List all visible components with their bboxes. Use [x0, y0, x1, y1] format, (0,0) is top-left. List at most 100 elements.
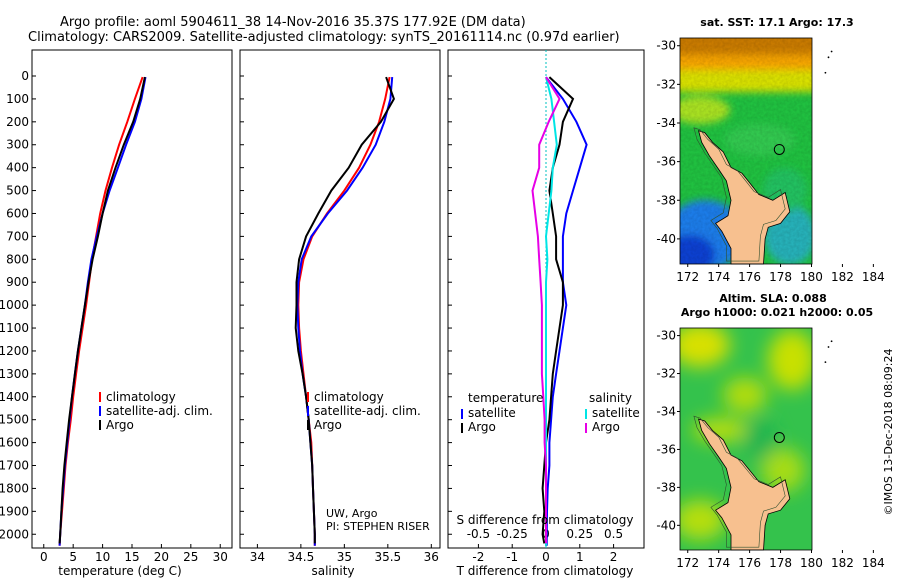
sla-map-title-line2: Argo h1000: 0.021 h2000: 0.05 [681, 306, 873, 319]
x-tick-label: 25 [183, 550, 198, 564]
kermadec-island [830, 50, 833, 53]
x-tick-label: -1 [506, 550, 518, 564]
float-location-marker [773, 143, 785, 155]
x-tick-label: 20 [154, 550, 169, 564]
map-lon-tick-label: 182 [831, 270, 854, 284]
top-x-tick-label: 0.25 [566, 527, 593, 541]
depth-tick-label: 800 [6, 252, 29, 266]
x-tick-label: 1 [576, 550, 584, 564]
x-tick-label: 34 [250, 550, 265, 564]
land-area [693, 50, 833, 265]
kermadec-island [827, 346, 830, 348]
legend-title-salinity: salinity [589, 391, 632, 405]
top-x-tick-label: -0.25 [497, 527, 528, 541]
map-lat-tick-label: -34 [656, 404, 676, 418]
depth-tick-label: 1300 [0, 367, 29, 381]
bathymetry-contour [693, 127, 786, 262]
depth-tick-label: 1700 [0, 459, 29, 473]
depth-tick-label: 100 [6, 92, 29, 106]
series-line-argo [58, 76, 146, 544]
map-lon-tick-label: 172 [676, 270, 699, 284]
x-tick-label: 0 [40, 550, 48, 564]
depth-tick-label: 1500 [0, 413, 29, 427]
map-lon-tick-label: 180 [800, 270, 823, 284]
map-lon-tick-label: 172 [676, 556, 699, 570]
map-lon-tick-label: 174 [707, 556, 730, 570]
legend-title-temperature: temperature [468, 391, 543, 405]
depth-tick-label: 1800 [0, 481, 29, 495]
series-line-salinity-satellite [544, 76, 558, 546]
salinity-xlabel: salinity [311, 564, 354, 578]
map-lat-tick-label: -38 [656, 193, 676, 207]
difference-profile-panel: -2-1012-0.5-0.2500.250.5temperaturesatel… [447, 49, 645, 564]
top-x-tick-label: -0.5 [467, 527, 490, 541]
map-lat-tick-label: -32 [656, 367, 676, 381]
figure-title-line2: Climatology: CARS2009. Satellite-adjuste… [28, 30, 620, 45]
map-lon-tick-label: 174 [707, 270, 730, 284]
map-lon-tick-label: 176 [738, 556, 761, 570]
new-zealand-landmass [698, 418, 791, 551]
depth-tick-label: 500 [6, 184, 29, 198]
x-tick-label: 10 [95, 550, 110, 564]
figure-title-line1: Argo profile: aoml 5904611_38 14-Nov-201… [60, 15, 526, 30]
map-lat-tick-label: -36 [656, 155, 676, 169]
map-lon-tick-label: 184 [862, 270, 885, 284]
x-tick-label: -2 [472, 550, 484, 564]
depth-tick-label: 1600 [0, 436, 29, 450]
x-tick-label: 2 [610, 550, 618, 564]
depth-tick-label: 1900 [0, 504, 29, 518]
series-line-argo [294, 76, 395, 544]
depth-tick-label: 1200 [0, 344, 29, 358]
series-line-climatology [58, 76, 144, 546]
x-tick-label: 36 [424, 550, 439, 564]
x-tick-label: 15 [124, 550, 139, 564]
map-lat-tick-label: -40 [656, 232, 676, 246]
kermadec-island [830, 340, 833, 343]
kermadec-island [824, 71, 827, 74]
sla-map-panel: 172 174 176 178 180 182 184 -30 -32 -34 -36 -38 -40 [656, 327, 885, 570]
depth-tick-label: 1100 [0, 321, 29, 335]
copyright-credit: ©IMOS 13-Dec-2018 08:09:24 [882, 349, 895, 516]
depth-tick-label: 400 [6, 161, 29, 175]
x-tick-label: 35.5 [374, 550, 401, 564]
series-line-satellite-adj-clim- [58, 76, 147, 546]
legend-label: satellite [592, 406, 640, 420]
legend-label: Argo [314, 418, 342, 432]
depth-tick-label: 300 [6, 138, 29, 152]
legend-label: satellite [468, 406, 516, 420]
sst-map-title: sat. SST: 17.1 Argo: 17.3 [700, 16, 853, 29]
map-lon-tick-label: 180 [800, 556, 823, 570]
x-tick-label: 35 [337, 550, 352, 564]
temperature-profile-panel: 0100200300400500600700800900100011001200… [0, 49, 233, 564]
depth-tick-label: 900 [6, 275, 29, 289]
float-location-marker [773, 431, 785, 443]
new-zealand-landmass [698, 130, 791, 265]
sst-map-panel: 172 174 176 178 180 182 184 -30 -32 -34 -36 -38 -40 [656, 37, 885, 284]
map-lat-tick-label: -30 [656, 39, 676, 53]
legend-label: climatology [314, 390, 384, 404]
difference-xlabel: T difference from climatology [456, 564, 634, 578]
legend-label: satellite-adj. clim. [314, 404, 421, 418]
x-tick-label: 34.5 [288, 550, 315, 564]
depth-tick-label: 1000 [0, 298, 29, 312]
series-line-temperature-satellite [545, 76, 588, 546]
land-area [693, 340, 833, 551]
depth-tick-label: 1400 [0, 390, 29, 404]
bathymetry-contour [693, 415, 786, 548]
legend-label: climatology [106, 390, 176, 404]
temperature-xlabel: temperature (deg C) [58, 564, 181, 578]
map-lon-tick-label: 176 [738, 270, 761, 284]
map-lon-tick-label: 184 [862, 556, 885, 570]
depth-tick-label: 0 [21, 69, 29, 83]
legend-label: Argo [468, 420, 496, 434]
depth-tick-label: 600 [6, 206, 29, 220]
salinity-profile-panel: 34 34.5 35 35.5 36 climatologysatellite-adj. … [239, 49, 441, 564]
map-lon-tick-label: 182 [831, 556, 854, 570]
legend-label: Argo [592, 420, 620, 434]
map-lat-tick-label: -34 [656, 116, 676, 130]
map-lon-tick-label: 178 [769, 270, 792, 284]
kermadec-island [827, 56, 830, 59]
plot-frame [239, 49, 441, 549]
sla-map-title-line1: Altim. SLA: 0.088 [719, 292, 826, 305]
